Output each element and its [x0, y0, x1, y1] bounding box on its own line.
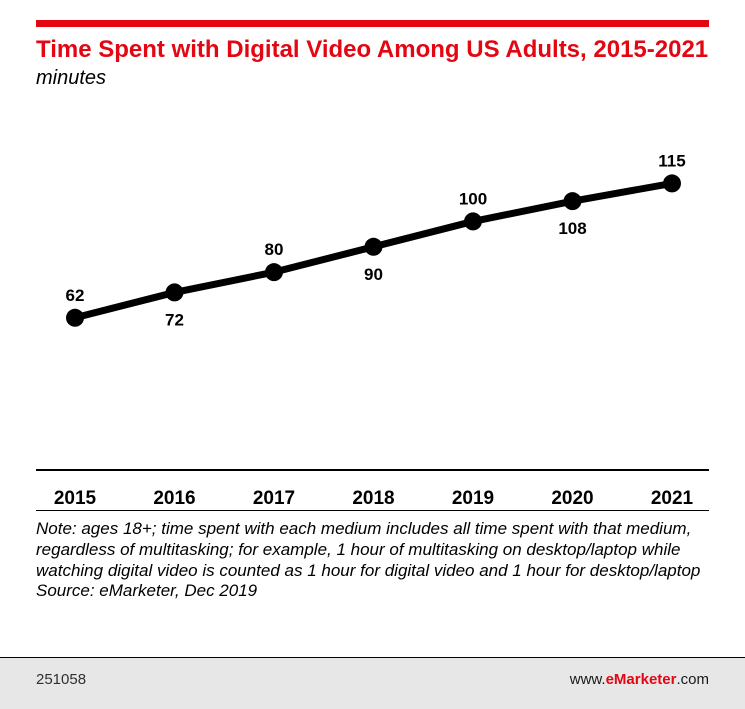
x-tick-label-2015: 2015	[54, 488, 97, 509]
chart-title: Time Spent with Digital Video Among US A…	[36, 36, 709, 63]
x-tick-label-2021: 2021	[651, 488, 694, 509]
chart-note: Note: ages 18+; time spent with each med…	[36, 518, 701, 580]
url-suffix: .com	[676, 671, 709, 688]
x-tick-label-2016: 2016	[153, 488, 195, 509]
data-label-2020: 108	[558, 219, 586, 238]
footer-bar: 251058 www.eMarketer.com	[0, 657, 745, 709]
data-label-2018: 90	[364, 264, 383, 283]
website-link[interactable]: www.eMarketer.com	[570, 671, 709, 688]
chart-id: 251058	[36, 671, 87, 688]
data-label-2019: 100	[459, 189, 487, 208]
brand-name: eMarketer	[605, 671, 677, 688]
data-label-2015: 62	[66, 285, 85, 304]
line-chart: 62 2015 72 2016 80 2017 90 2018 100 2019 108 2020 11…	[36, 151, 709, 509]
top-accent-rule	[36, 20, 709, 27]
data-point-2018	[364, 237, 383, 256]
x-tick-label-2017: 2017	[253, 488, 295, 509]
data-point-2020	[563, 191, 582, 210]
data-point-2017	[265, 262, 283, 281]
url-prefix: www.	[569, 671, 606, 688]
note-divider	[36, 509, 709, 511]
chart-subtitle: minutes	[36, 66, 107, 89]
x-tick-label-2018: 2018	[352, 488, 394, 509]
data-label-2017: 80	[265, 240, 284, 259]
data-point-2015	[66, 308, 84, 327]
data-label-2016: 72	[165, 310, 184, 329]
data-label-2021: 115	[658, 151, 685, 170]
x-tick-label-2020: 2020	[551, 488, 593, 509]
data-point-2021	[663, 173, 681, 192]
x-tick-label-2019: 2019	[452, 488, 494, 509]
chart-source: Source: eMarketer, Dec 2019	[36, 580, 258, 600]
data-point-2019	[464, 212, 482, 231]
data-point-2016	[165, 283, 184, 302]
